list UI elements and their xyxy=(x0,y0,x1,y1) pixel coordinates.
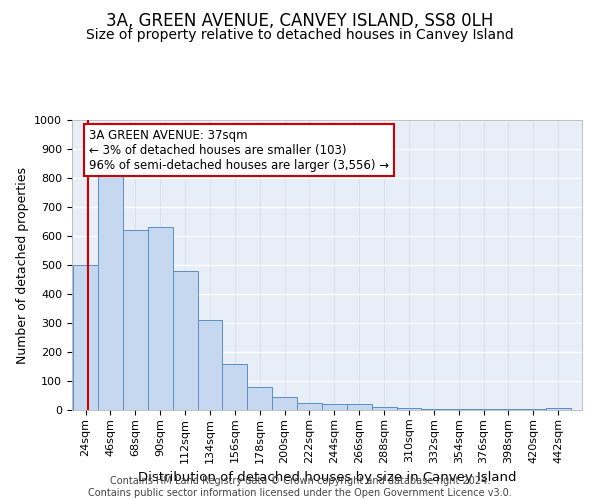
X-axis label: Distribution of detached houses by size in Canvey Island: Distribution of detached houses by size … xyxy=(138,471,516,484)
Bar xyxy=(471,408,496,410)
Bar xyxy=(397,408,421,410)
Bar xyxy=(521,409,546,410)
Text: 3A, GREEN AVENUE, CANVEY ISLAND, SS8 0LH: 3A, GREEN AVENUE, CANVEY ISLAND, SS8 0LH xyxy=(106,12,494,30)
Bar xyxy=(148,228,173,410)
Bar xyxy=(297,403,322,410)
Bar xyxy=(272,397,297,410)
Text: 3A GREEN AVENUE: 37sqm
← 3% of detached houses are smaller (103)
96% of semi-det: 3A GREEN AVENUE: 37sqm ← 3% of detached … xyxy=(89,128,389,172)
Bar xyxy=(496,409,521,410)
Bar xyxy=(421,408,446,410)
Bar xyxy=(371,406,397,410)
Bar xyxy=(223,364,247,410)
Bar xyxy=(197,320,223,410)
Bar xyxy=(173,271,197,410)
Bar xyxy=(546,408,571,410)
Bar xyxy=(73,265,98,410)
Bar xyxy=(446,408,471,410)
Y-axis label: Number of detached properties: Number of detached properties xyxy=(16,166,29,364)
Text: Size of property relative to detached houses in Canvey Island: Size of property relative to detached ho… xyxy=(86,28,514,42)
Bar xyxy=(123,230,148,410)
Bar xyxy=(322,404,347,410)
Text: Contains HM Land Registry data © Crown copyright and database right 2024.
Contai: Contains HM Land Registry data © Crown c… xyxy=(88,476,512,498)
Bar xyxy=(347,404,371,410)
Bar xyxy=(247,387,272,410)
Bar xyxy=(98,175,123,410)
